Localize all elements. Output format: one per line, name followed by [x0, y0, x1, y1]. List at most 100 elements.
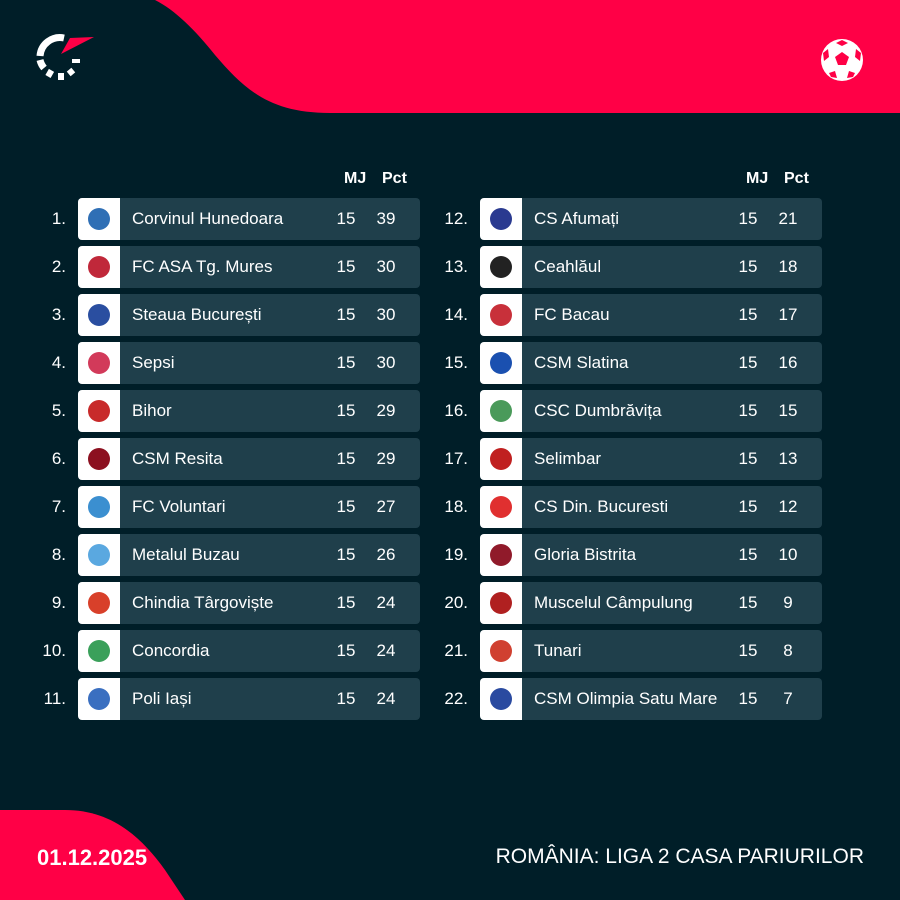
- points: 24: [376, 593, 396, 612]
- team-crest-icon: [88, 448, 110, 470]
- team-rank: 19.: [444, 545, 468, 564]
- team-crest: [480, 582, 522, 624]
- team-crest: [78, 630, 120, 672]
- team-rank: 8.: [51, 545, 66, 564]
- table-row[interactable]: CSC Dumbrăvița 15 15: [480, 390, 822, 432]
- team-crest-icon: [88, 688, 110, 710]
- table-row[interactable]: Concordia 15 24: [78, 630, 420, 672]
- team-rank: 12.: [444, 209, 468, 228]
- team-crest-icon: [88, 544, 110, 566]
- table-row[interactable]: CS Din. Bucuresti 15 12: [480, 486, 822, 528]
- team-rank: 17.: [444, 449, 468, 468]
- table-row[interactable]: Metalul Buzau 15 26: [78, 534, 420, 576]
- table-row[interactable]: Gloria Bistrita 15 10: [480, 534, 822, 576]
- column-header-points: Pct: [382, 170, 407, 187]
- team-crest-icon: [88, 352, 110, 374]
- matches-played: 15: [738, 449, 758, 468]
- table-row[interactable]: Selimbar 15 13: [480, 438, 822, 480]
- team-crest-icon: [88, 640, 110, 662]
- table-row[interactable]: CS Afumați 15 21: [480, 198, 822, 240]
- team-rank: 1.: [51, 209, 66, 228]
- table-row[interactable]: FC Voluntari 15 27: [78, 486, 420, 528]
- points: 39: [376, 209, 396, 228]
- team-crest: [480, 630, 522, 672]
- team-crest: [78, 246, 120, 288]
- matches-played: 15: [336, 257, 356, 276]
- team-crest: [480, 678, 522, 720]
- matches-played: 15: [738, 401, 758, 420]
- team-name: CSC Dumbrăvița: [534, 401, 662, 420]
- team-rank: 9.: [51, 593, 66, 612]
- points: 9: [783, 593, 793, 612]
- points: 8: [783, 641, 793, 660]
- matches-played: 15: [738, 305, 758, 324]
- points: 21: [778, 209, 798, 228]
- team-crest: [480, 438, 522, 480]
- team-rank: 6.: [51, 449, 66, 468]
- league-name: ROMÂNIA: LIGA 2 CASA PARIURILOR: [495, 845, 864, 868]
- matches-played: 15: [336, 593, 356, 612]
- points: 18: [778, 257, 798, 276]
- team-rank: 11.: [43, 689, 66, 708]
- team-rank: 2.: [51, 257, 66, 276]
- team-rank: 22.: [444, 689, 468, 708]
- table-row[interactable]: Ceahlăul 15 18: [480, 246, 822, 288]
- team-rank: 14.: [444, 305, 468, 324]
- table-row[interactable]: Steaua București 15 30: [78, 294, 420, 336]
- team-rank: 18.: [444, 497, 468, 516]
- team-crest: [78, 342, 120, 384]
- team-crest-icon: [88, 592, 110, 614]
- table-row[interactable]: Tunari 15 8: [480, 630, 822, 672]
- table-row[interactable]: CSM Slatina 15 16: [480, 342, 822, 384]
- team-name: FC Bacau: [534, 305, 610, 324]
- team-crest: [480, 486, 522, 528]
- matches-played: 15: [336, 353, 356, 372]
- team-rank: 10.: [42, 641, 66, 660]
- team-name: CS Afumați: [534, 209, 620, 228]
- team-name: Corvinul Hunedoara: [132, 209, 284, 228]
- soccer-ball-icon: [821, 39, 863, 81]
- team-rank: 7.: [51, 497, 66, 516]
- team-crest: [480, 390, 522, 432]
- matches-played: 15: [738, 641, 758, 660]
- team-name: Concordia: [132, 641, 210, 660]
- team-crest-icon: [490, 352, 512, 374]
- team-rank: 13.: [444, 257, 468, 276]
- table-row[interactable]: Chindia Târgoviște 15 24: [78, 582, 420, 624]
- team-crest: [78, 534, 120, 576]
- team-crest-icon: [490, 208, 512, 230]
- table-row[interactable]: Poli Iași 15 24: [78, 678, 420, 720]
- table-row[interactable]: Bihor 15 29: [78, 390, 420, 432]
- team-crest-icon: [490, 400, 512, 422]
- team-crest-icon: [490, 640, 512, 662]
- team-name: Muscelul Câmpulung: [534, 593, 693, 612]
- points: 30: [376, 353, 396, 372]
- points: 27: [376, 497, 396, 516]
- team-name: Ceahlăul: [534, 257, 602, 276]
- team-crest: [78, 582, 120, 624]
- team-crest-icon: [490, 256, 512, 278]
- table-row[interactable]: Corvinul Hunedoara 15 39: [78, 198, 420, 240]
- points: 26: [376, 545, 396, 564]
- table-row[interactable]: CSM Olimpia Satu Mare 15 7: [480, 678, 822, 720]
- team-name: CS Din. Bucuresti: [534, 497, 669, 516]
- team-crest: [78, 198, 120, 240]
- team-crest-icon: [88, 304, 110, 326]
- team-name: CSM Resita: [132, 449, 223, 468]
- points: 17: [778, 305, 798, 324]
- matches-played: 15: [336, 449, 356, 468]
- team-crest-icon: [490, 688, 512, 710]
- team-crest-icon: [88, 256, 110, 278]
- table-row[interactable]: CSM Resita 15 29: [78, 438, 420, 480]
- points: 16: [778, 353, 798, 372]
- points: 24: [376, 641, 396, 660]
- team-rank: 20.: [444, 593, 468, 612]
- table-row[interactable]: Muscelul Câmpulung 15 9: [480, 582, 822, 624]
- table-row[interactable]: FC Bacau 15 17: [480, 294, 822, 336]
- points: 24: [376, 689, 396, 708]
- table-row[interactable]: Sepsi 15 30: [78, 342, 420, 384]
- team-name: Tunari: [534, 641, 582, 660]
- team-name: FC ASA Tg. Mures: [132, 257, 273, 276]
- table-row[interactable]: FC ASA Tg. Mures 15 30: [78, 246, 420, 288]
- team-crest-icon: [88, 400, 110, 422]
